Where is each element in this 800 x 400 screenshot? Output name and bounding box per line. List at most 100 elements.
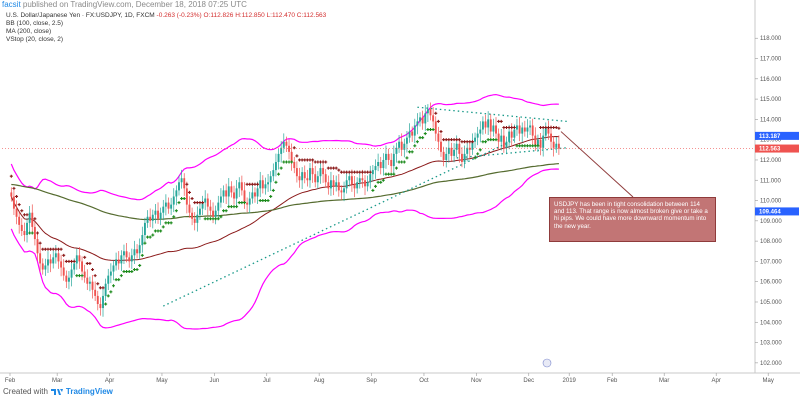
candle-body bbox=[54, 253, 57, 258]
vstop-marker bbox=[190, 197, 194, 201]
vstop-marker bbox=[49, 247, 53, 251]
vstop-marker bbox=[130, 270, 134, 274]
vstop-marker bbox=[15, 194, 19, 198]
candle-body bbox=[39, 253, 42, 264]
indicator-ma[interactable]: MA (200, close) bbox=[6, 28, 52, 35]
candle-body bbox=[149, 216, 152, 221]
candle-body bbox=[303, 172, 306, 179]
price-axis-label-bg bbox=[755, 207, 799, 216]
candle-body bbox=[264, 184, 267, 189]
y-tick-label: 112.000 bbox=[760, 158, 782, 164]
vstop-marker bbox=[536, 144, 540, 148]
vstop-marker bbox=[504, 126, 508, 130]
vstop-marker bbox=[324, 160, 328, 164]
symbol-ticker: FX:USDJPY, 1D, FXCM bbox=[85, 12, 155, 19]
vstop-marker bbox=[229, 205, 233, 209]
candle-body bbox=[508, 131, 511, 142]
vstop-marker bbox=[353, 170, 357, 174]
vstop-marker bbox=[436, 119, 440, 123]
candle-body bbox=[217, 202, 220, 211]
candle-body bbox=[274, 161, 277, 171]
candle-body bbox=[180, 178, 183, 183]
candle-body bbox=[175, 190, 178, 197]
vstop-marker bbox=[269, 194, 273, 198]
candle-body bbox=[52, 257, 55, 264]
vstop-marker bbox=[119, 274, 123, 278]
price-change: -0.263 (-0.23%) bbox=[156, 12, 202, 19]
vstop-marker bbox=[465, 140, 469, 144]
vstop-marker bbox=[332, 166, 336, 170]
candle-body bbox=[125, 251, 128, 258]
x-tick-label: Sep bbox=[366, 378, 377, 384]
symbol-row[interactable]: U.S. Dollar/Japanese Yen · FX:USDJPY, 1D… bbox=[6, 12, 327, 19]
vstop-marker bbox=[182, 197, 186, 201]
candle-body bbox=[442, 151, 445, 160]
vstop-marker bbox=[159, 229, 163, 233]
vstop-marker bbox=[318, 160, 322, 164]
vstop-marker bbox=[211, 217, 215, 221]
vstop-marker bbox=[303, 158, 307, 162]
candle-body bbox=[206, 198, 209, 207]
vstop-marker bbox=[557, 126, 561, 130]
candle-body bbox=[518, 125, 521, 134]
bb-lower-line bbox=[10, 168, 559, 330]
vstop-marker bbox=[371, 188, 375, 192]
vstop-marker bbox=[434, 111, 438, 115]
candle-body bbox=[227, 186, 230, 197]
vstop-marker bbox=[143, 241, 147, 245]
vstop-marker bbox=[337, 168, 341, 172]
vstop-marker bbox=[77, 274, 81, 278]
indicator-bb[interactable]: BB (100, close, 2.5) bbox=[6, 20, 64, 27]
vstop-marker bbox=[463, 140, 467, 144]
candle-body bbox=[157, 210, 159, 219]
vstop-marker bbox=[468, 140, 472, 144]
vstop-marker bbox=[413, 144, 417, 148]
x-tick-label: Mar bbox=[659, 378, 669, 384]
candle-body bbox=[343, 188, 345, 193]
vstop-marker bbox=[117, 278, 121, 282]
indicator-vstop[interactable]: VStop (20, close, 2) bbox=[6, 36, 64, 43]
vstop-marker bbox=[185, 182, 189, 186]
vstop-marker bbox=[59, 247, 63, 251]
vstop-marker bbox=[28, 231, 32, 235]
candle-body bbox=[225, 190, 228, 197]
published-text: published on TradingView.com, December 1… bbox=[22, 0, 247, 9]
vstop-marker bbox=[295, 154, 299, 158]
y-tick-label: 102.000 bbox=[760, 361, 782, 367]
candle-body bbox=[104, 283, 107, 296]
candle-body bbox=[450, 147, 453, 156]
vstop-marker bbox=[153, 229, 157, 233]
candle-body bbox=[107, 275, 110, 284]
vstop-marker bbox=[206, 217, 210, 221]
candle-body bbox=[201, 202, 204, 209]
candle-body bbox=[345, 180, 348, 189]
candle-body bbox=[73, 263, 76, 270]
footer-brand[interactable]: TradingView bbox=[65, 387, 113, 396]
candle-body bbox=[120, 255, 123, 264]
vstop-marker bbox=[298, 158, 302, 162]
vstop-marker bbox=[138, 263, 142, 267]
vstop-marker bbox=[484, 140, 488, 144]
candle-body bbox=[20, 224, 23, 231]
vstop-marker bbox=[261, 199, 265, 203]
candle-body bbox=[392, 153, 395, 167]
annotation-callout[interactable]: USDJPY has been in tight consolidation b… bbox=[549, 197, 716, 242]
candle-body bbox=[453, 149, 456, 156]
vstop-marker bbox=[51, 247, 55, 251]
ohlc-values: O:112.826 H:112.850 L:112.470 C:112.563 bbox=[203, 12, 327, 19]
author-name[interactable]: facsit bbox=[2, 0, 21, 9]
vstop-marker bbox=[373, 184, 377, 188]
candle-body bbox=[322, 168, 325, 175]
candle-body bbox=[60, 261, 63, 268]
candle-body bbox=[526, 127, 529, 132]
candle-body bbox=[497, 133, 500, 142]
candle-body bbox=[164, 202, 167, 207]
candle-body bbox=[419, 117, 421, 122]
candle-body bbox=[324, 174, 327, 183]
vstop-marker bbox=[242, 201, 246, 205]
candle-body bbox=[440, 141, 442, 152]
vstop-marker bbox=[381, 178, 385, 182]
vstop-marker bbox=[135, 268, 139, 272]
vstop-marker bbox=[439, 130, 443, 134]
